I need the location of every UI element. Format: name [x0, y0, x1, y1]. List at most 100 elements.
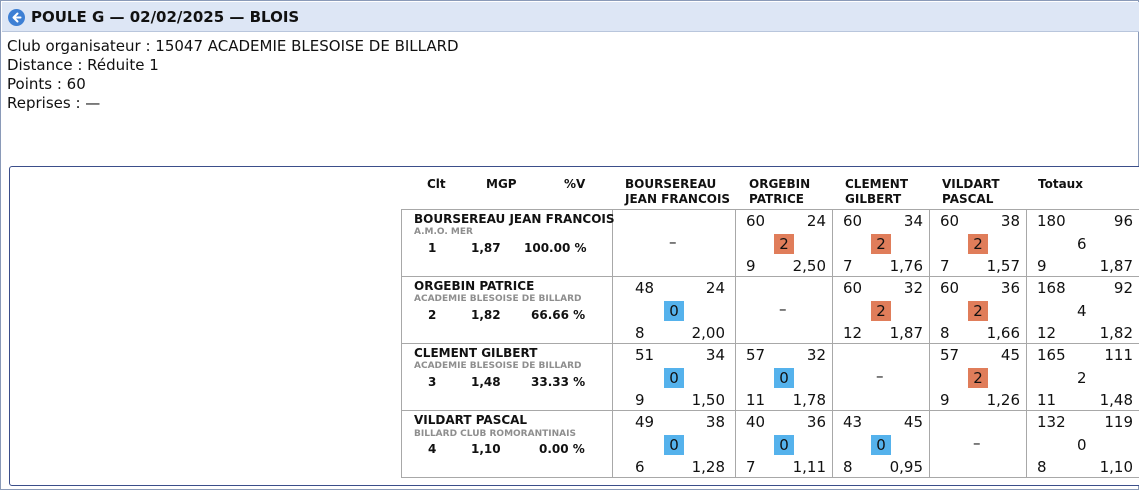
match-cell: 60 38 2 7 1,57 — [930, 210, 1026, 276]
points-scored: 60 — [940, 212, 960, 230]
match-points-badge: 0 — [664, 435, 684, 455]
points-opponent: 24 — [806, 212, 826, 230]
innings: 7 — [843, 257, 853, 275]
totals-cell: 180 96 6 9 1,87 — [1027, 210, 1139, 276]
points-scored: 51 — [635, 346, 655, 364]
opponent-line2: GILBERT — [845, 192, 902, 206]
average: 1,28 — [691, 458, 725, 476]
opponent-line2: PASCAL — [942, 192, 994, 206]
total-innings: 8 — [1037, 458, 1047, 476]
match-cell: 57 32 0 11 1,78 — [736, 344, 832, 410]
back-arrow-icon[interactable] — [8, 9, 25, 26]
innings: 8 — [635, 324, 645, 342]
points-scored: 60 — [843, 279, 863, 297]
match-points-badge: 2 — [968, 368, 988, 388]
points-opponent: 38 — [1000, 212, 1020, 230]
points-scored: 60 — [746, 212, 766, 230]
totals-cell: 165 111 2 11 1,48 — [1027, 344, 1139, 410]
match-cell: – — [930, 411, 1026, 477]
competition-info: Club organisateur : 15047 ACADEMIE BLESO… — [7, 37, 459, 113]
average: 1,76 — [889, 257, 923, 275]
title-bar: POULE G — 02/02/2025 — BLOIS — [2, 2, 1139, 32]
player-mgp: 1,82 — [471, 308, 501, 322]
opponent-line2: PATRICE — [749, 192, 804, 206]
total-innings: 12 — [1037, 324, 1057, 342]
player-mgp: 1,87 — [471, 241, 501, 255]
header-opponent-3: CLEMENT GILBERT — [845, 177, 908, 207]
match-cell: 48 24 0 8 2,00 — [613, 277, 735, 343]
total-innings: 9 — [1037, 257, 1047, 275]
match-cell: 40 36 0 7 1,11 — [736, 411, 832, 477]
header-totals: Totaux — [1038, 177, 1083, 191]
average: 2,50 — [792, 257, 826, 275]
innings: 7 — [746, 458, 756, 476]
total-average: 1,87 — [1099, 257, 1133, 275]
points-opponent: 34 — [903, 212, 923, 230]
header-opponent-4: VILDART PASCAL — [942, 177, 1000, 207]
opponent-line1: CLEMENT — [845, 177, 909, 191]
points-scored: 60 — [940, 279, 960, 297]
total-points-opponent: 96 — [1113, 212, 1133, 230]
match-cell: 49 38 0 6 1,28 — [613, 411, 735, 477]
player-club: BILLARD CLUB ROMORANTINAIS — [414, 429, 576, 439]
innings: 9 — [746, 257, 756, 275]
points-opponent: 36 — [1000, 279, 1020, 297]
page-title: POULE G — 02/02/2025 — BLOIS — [31, 8, 300, 26]
player-win-pct: 66.66 % — [531, 308, 586, 322]
opponent-line1: ORGEBIN — [749, 177, 811, 191]
header-pctv: %V — [564, 177, 586, 191]
innings: 9 — [940, 391, 950, 409]
total-points-scored: 168 — [1037, 279, 1066, 297]
points-scored: 60 — [843, 212, 863, 230]
opponent-line1: VILDART — [942, 177, 1000, 191]
player-rank: 3 — [428, 375, 437, 389]
total-average: 1,10 — [1099, 458, 1133, 476]
match-cell: – — [736, 277, 832, 343]
total-average: 1,48 — [1099, 391, 1133, 409]
reprises-info: Reprises : — — [7, 94, 101, 112]
no-match-dash: – — [973, 434, 981, 452]
points-scored: 40 — [746, 413, 766, 431]
match-points-badge: 0 — [871, 435, 891, 455]
header-opponent-1: BOURSEREAU JEAN FRANCOIS — [625, 177, 730, 207]
player-win-pct: 33.33 % — [531, 375, 586, 389]
total-match-points: 4 — [1077, 302, 1087, 320]
total-points-opponent: 111 — [1104, 346, 1133, 364]
average: 1,26 — [986, 391, 1020, 409]
total-match-points: 2 — [1077, 369, 1087, 387]
innings: 6 — [635, 458, 645, 476]
total-points-opponent: 92 — [1113, 279, 1133, 297]
distance-info: Distance : Réduite 1 — [7, 56, 159, 74]
points-scored: 49 — [635, 413, 655, 431]
opponent-line1: BOURSEREAU — [625, 177, 717, 191]
match-cell: 51 34 0 9 1,50 — [613, 344, 735, 410]
match-points-badge: 2 — [968, 234, 988, 254]
match-points-badge: 2 — [774, 234, 794, 254]
points-scored: 43 — [843, 413, 863, 431]
organizer-club: Club organisateur : 15047 ACADEMIE BLESO… — [7, 37, 459, 55]
total-match-points: 0 — [1077, 436, 1087, 454]
player-rank: 1 — [428, 241, 437, 255]
player-name: VILDART PASCAL — [414, 413, 528, 427]
match-points-badge: 2 — [968, 301, 988, 321]
player-win-pct: 0.00 % — [539, 442, 585, 456]
average: 1,87 — [889, 324, 923, 342]
total-points-scored: 180 — [1037, 212, 1066, 230]
total-average: 1,82 — [1099, 324, 1133, 342]
total-points-scored: 165 — [1037, 346, 1066, 364]
average: 1,78 — [792, 391, 826, 409]
points-info: Points : 60 — [7, 75, 86, 93]
match-cell: – — [613, 210, 735, 276]
total-innings: 11 — [1037, 391, 1057, 409]
no-match-dash: – — [779, 300, 787, 318]
points-opponent: 36 — [806, 413, 826, 431]
average: 2,00 — [691, 324, 725, 342]
player-mgp: 1,48 — [471, 375, 501, 389]
player-club: ACADEMIE BLESOISE DE BILLARD — [414, 294, 582, 304]
points-scored: 57 — [940, 346, 960, 364]
match-cell: 60 34 2 7 1,76 — [833, 210, 929, 276]
match-points-badge: 0 — [774, 435, 794, 455]
average: 1,66 — [986, 324, 1020, 342]
header-opponent-2: ORGEBIN PATRICE — [749, 177, 810, 207]
match-cell: 43 45 0 8 0,95 — [833, 411, 929, 477]
